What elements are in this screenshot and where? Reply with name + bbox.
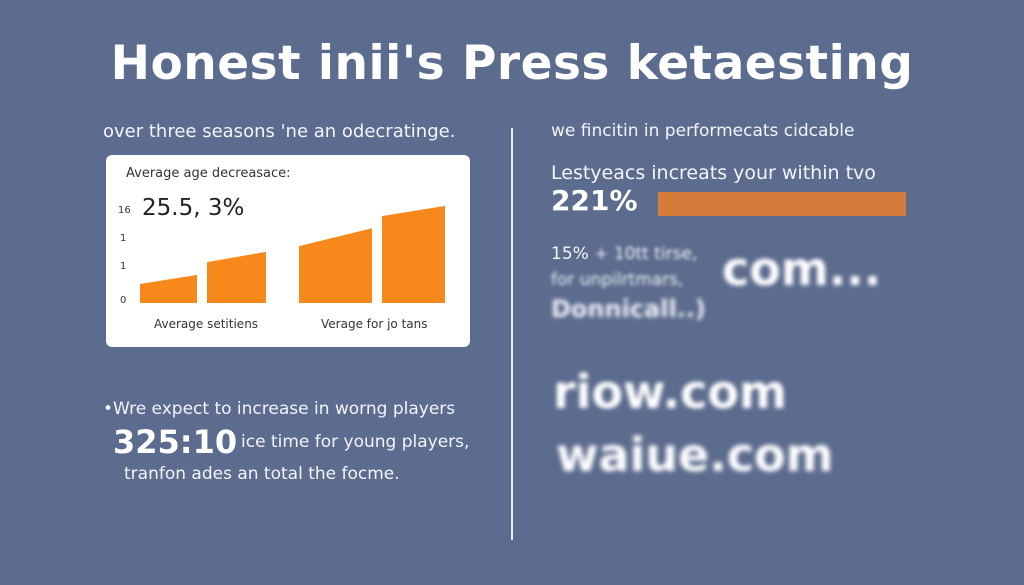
- bar-chart: [140, 205, 445, 303]
- page-title: Honest inii's Press ketaesting: [110, 36, 914, 91]
- com-text: com...: [722, 242, 882, 296]
- chart-bar: [207, 251, 266, 303]
- unpl-text: for unpilrtmars,: [551, 270, 684, 290]
- left-subtitle: over three seasons 'ne an odecratinge.: [103, 121, 456, 142]
- chart-bar: [299, 228, 372, 303]
- fifteen-rest: + 10tt tirse,: [594, 244, 698, 264]
- chart-bar: [140, 274, 197, 303]
- ice-time-text: ice time for young players,: [241, 432, 470, 452]
- y-tick-label: 0: [120, 295, 127, 306]
- donn-text: Donnicall..): [551, 295, 706, 323]
- y-tick-label: 1: [120, 261, 127, 272]
- chart-panel: Average age decreasace: 25.5, 3% 16 1 1 …: [106, 155, 470, 347]
- progress-bar: [658, 192, 906, 216]
- vertical-divider: [511, 128, 513, 540]
- big-time-stat: 325:10: [113, 423, 238, 461]
- waiue-url: waiue.com: [556, 428, 834, 482]
- right-subtitle: we fincitin in performecats cidcable: [551, 121, 855, 141]
- riow-url: riow.com: [553, 365, 787, 419]
- x-category-label: Verage for jo tans: [321, 317, 428, 331]
- y-tick-label: 16: [118, 205, 131, 216]
- increase-text: Lestyeacs increats your within tvo: [551, 162, 876, 184]
- percent-stat: 221%: [551, 184, 638, 217]
- tranfon-text: tranfon ades an total the focme.: [124, 464, 400, 484]
- chart-big-value: 25.5, 3%: [142, 195, 245, 221]
- fifteen-prefix: 15%: [551, 244, 589, 264]
- expect-text: •Wre expect to increase in worng players: [103, 399, 456, 419]
- fifteen-text: 15% + 10tt tirse,: [551, 244, 697, 264]
- chart-label: Average age decreasace:: [126, 166, 291, 181]
- y-tick-label: 1: [120, 233, 127, 244]
- x-category-label: Average setitiens: [154, 317, 259, 331]
- chart-bar: [382, 205, 445, 303]
